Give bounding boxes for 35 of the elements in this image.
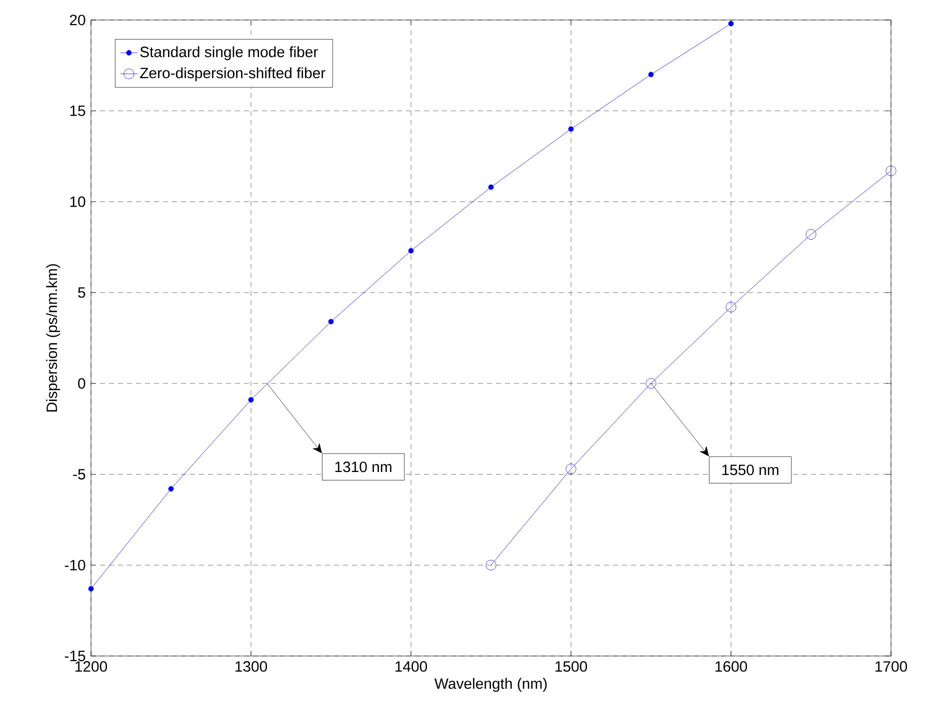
annotation: 1310 nm [335, 462, 392, 472]
x-tick-label: 1400 [396, 661, 428, 672]
x-tick-label: 1200 [76, 661, 108, 672]
y-tick-label: -5 [73, 469, 86, 480]
point [486, 560, 496, 570]
x-tick-label: 1500 [556, 661, 588, 672]
x-axis-title: Wavelength (nm) [434, 678, 547, 692]
point [728, 20, 734, 26]
x-tick-label: 1300 [236, 661, 268, 672]
point [806, 229, 816, 240]
y-tick-label: -10 [64, 560, 86, 570]
legend-label: Zero-dispersion-shifted fiber [140, 67, 326, 82]
y-axis-title: Dispersion (ps/nm.km) [46, 264, 60, 412]
point [488, 184, 494, 190]
legend-label: Standard single mode fiber [140, 46, 318, 60]
x-tick-label: 1700 [876, 661, 908, 672]
y-tick-label: 10 [70, 196, 86, 207]
point [566, 464, 576, 474]
point [726, 302, 736, 312]
y-tick-label: 0 [78, 378, 86, 389]
point [886, 166, 896, 176]
y-tick-label: 20 [70, 14, 86, 26]
point [408, 248, 414, 254]
annotation: 1550 nm [722, 464, 778, 476]
y-tick-label: 15 [70, 106, 86, 116]
point [646, 378, 656, 389]
point [568, 126, 574, 132]
point [88, 586, 94, 592]
point [328, 318, 334, 324]
point [648, 72, 654, 78]
point [248, 397, 254, 402]
point [168, 486, 174, 492]
y-tick-label: -15 [64, 650, 86, 662]
y-tick-label: 5 [78, 287, 86, 298]
x-tick-label: 1600 [716, 661, 748, 672]
